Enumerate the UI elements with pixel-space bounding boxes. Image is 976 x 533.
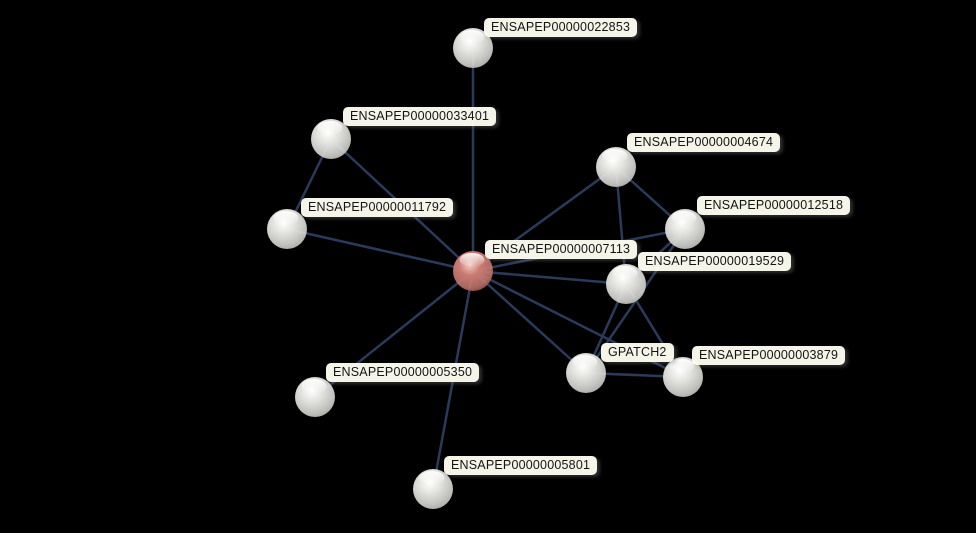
node-label-ensapep00000012518[interactable]: ENSAPEP00000012518 xyxy=(697,196,851,215)
node-label-ensapep00000005801[interactable]: ENSAPEP00000005801 xyxy=(444,456,598,475)
node-ensapep00000033401[interactable] xyxy=(311,119,351,159)
node-ensapep00000019529[interactable] xyxy=(606,264,646,304)
sphere-gloss-highlight xyxy=(459,253,485,267)
node-ensapep00000007113[interactable] xyxy=(453,251,493,291)
sphere-gloss-highlight xyxy=(602,149,628,163)
sphere-gloss-highlight xyxy=(317,121,343,135)
node-ensapep00000005801[interactable] xyxy=(413,469,453,509)
node-label-ensapep00000011792[interactable]: ENSAPEP00000011792 xyxy=(301,198,454,217)
edge-ensapep00000011792--ensapep00000007113 xyxy=(286,227,474,273)
node-label-ensapep00000005350[interactable]: ENSAPEP00000005350 xyxy=(326,363,480,382)
edge-ensapep00000019529--ensapep00000007113 xyxy=(472,269,627,286)
node-ensapep00000005350[interactable] xyxy=(295,377,335,417)
node-label-ensapep00000033401[interactable]: ENSAPEP00000033401 xyxy=(343,107,497,126)
sphere-gloss-highlight xyxy=(572,355,598,369)
node-label-ensapep00000022853[interactable]: ENSAPEP00000022853 xyxy=(484,18,638,37)
node-label-ensapep00000003879[interactable]: ENSAPEP00000003879 xyxy=(692,346,846,365)
sphere-gloss-highlight xyxy=(459,30,485,44)
sphere-gloss-highlight xyxy=(669,359,695,373)
node-label-ensapep00000007113[interactable]: ENSAPEP00000007113 xyxy=(485,240,638,259)
node-label-gpatch2[interactable]: GPATCH2 xyxy=(601,343,674,362)
node-ensapep00000003879[interactable] xyxy=(663,357,703,397)
node-label-ensapep00000019529[interactable]: ENSAPEP00000019529 xyxy=(638,252,792,271)
sphere-gloss-highlight xyxy=(671,211,697,225)
node-ensapep00000004674[interactable] xyxy=(596,147,636,187)
sphere-gloss-highlight xyxy=(301,379,327,393)
sphere-gloss-highlight xyxy=(273,211,299,225)
node-ensapep00000011792[interactable] xyxy=(267,209,307,249)
sphere-gloss-highlight xyxy=(612,266,638,280)
edge-ensapep00000007113--gpatch2 xyxy=(472,270,587,374)
sphere-gloss-highlight xyxy=(419,471,445,485)
node-gpatch2[interactable] xyxy=(566,353,606,393)
node-ensapep00000022853[interactable] xyxy=(453,28,493,68)
node-label-ensapep00000004674[interactable]: ENSAPEP00000004674 xyxy=(627,133,781,152)
node-ensapep00000012518[interactable] xyxy=(665,209,705,249)
